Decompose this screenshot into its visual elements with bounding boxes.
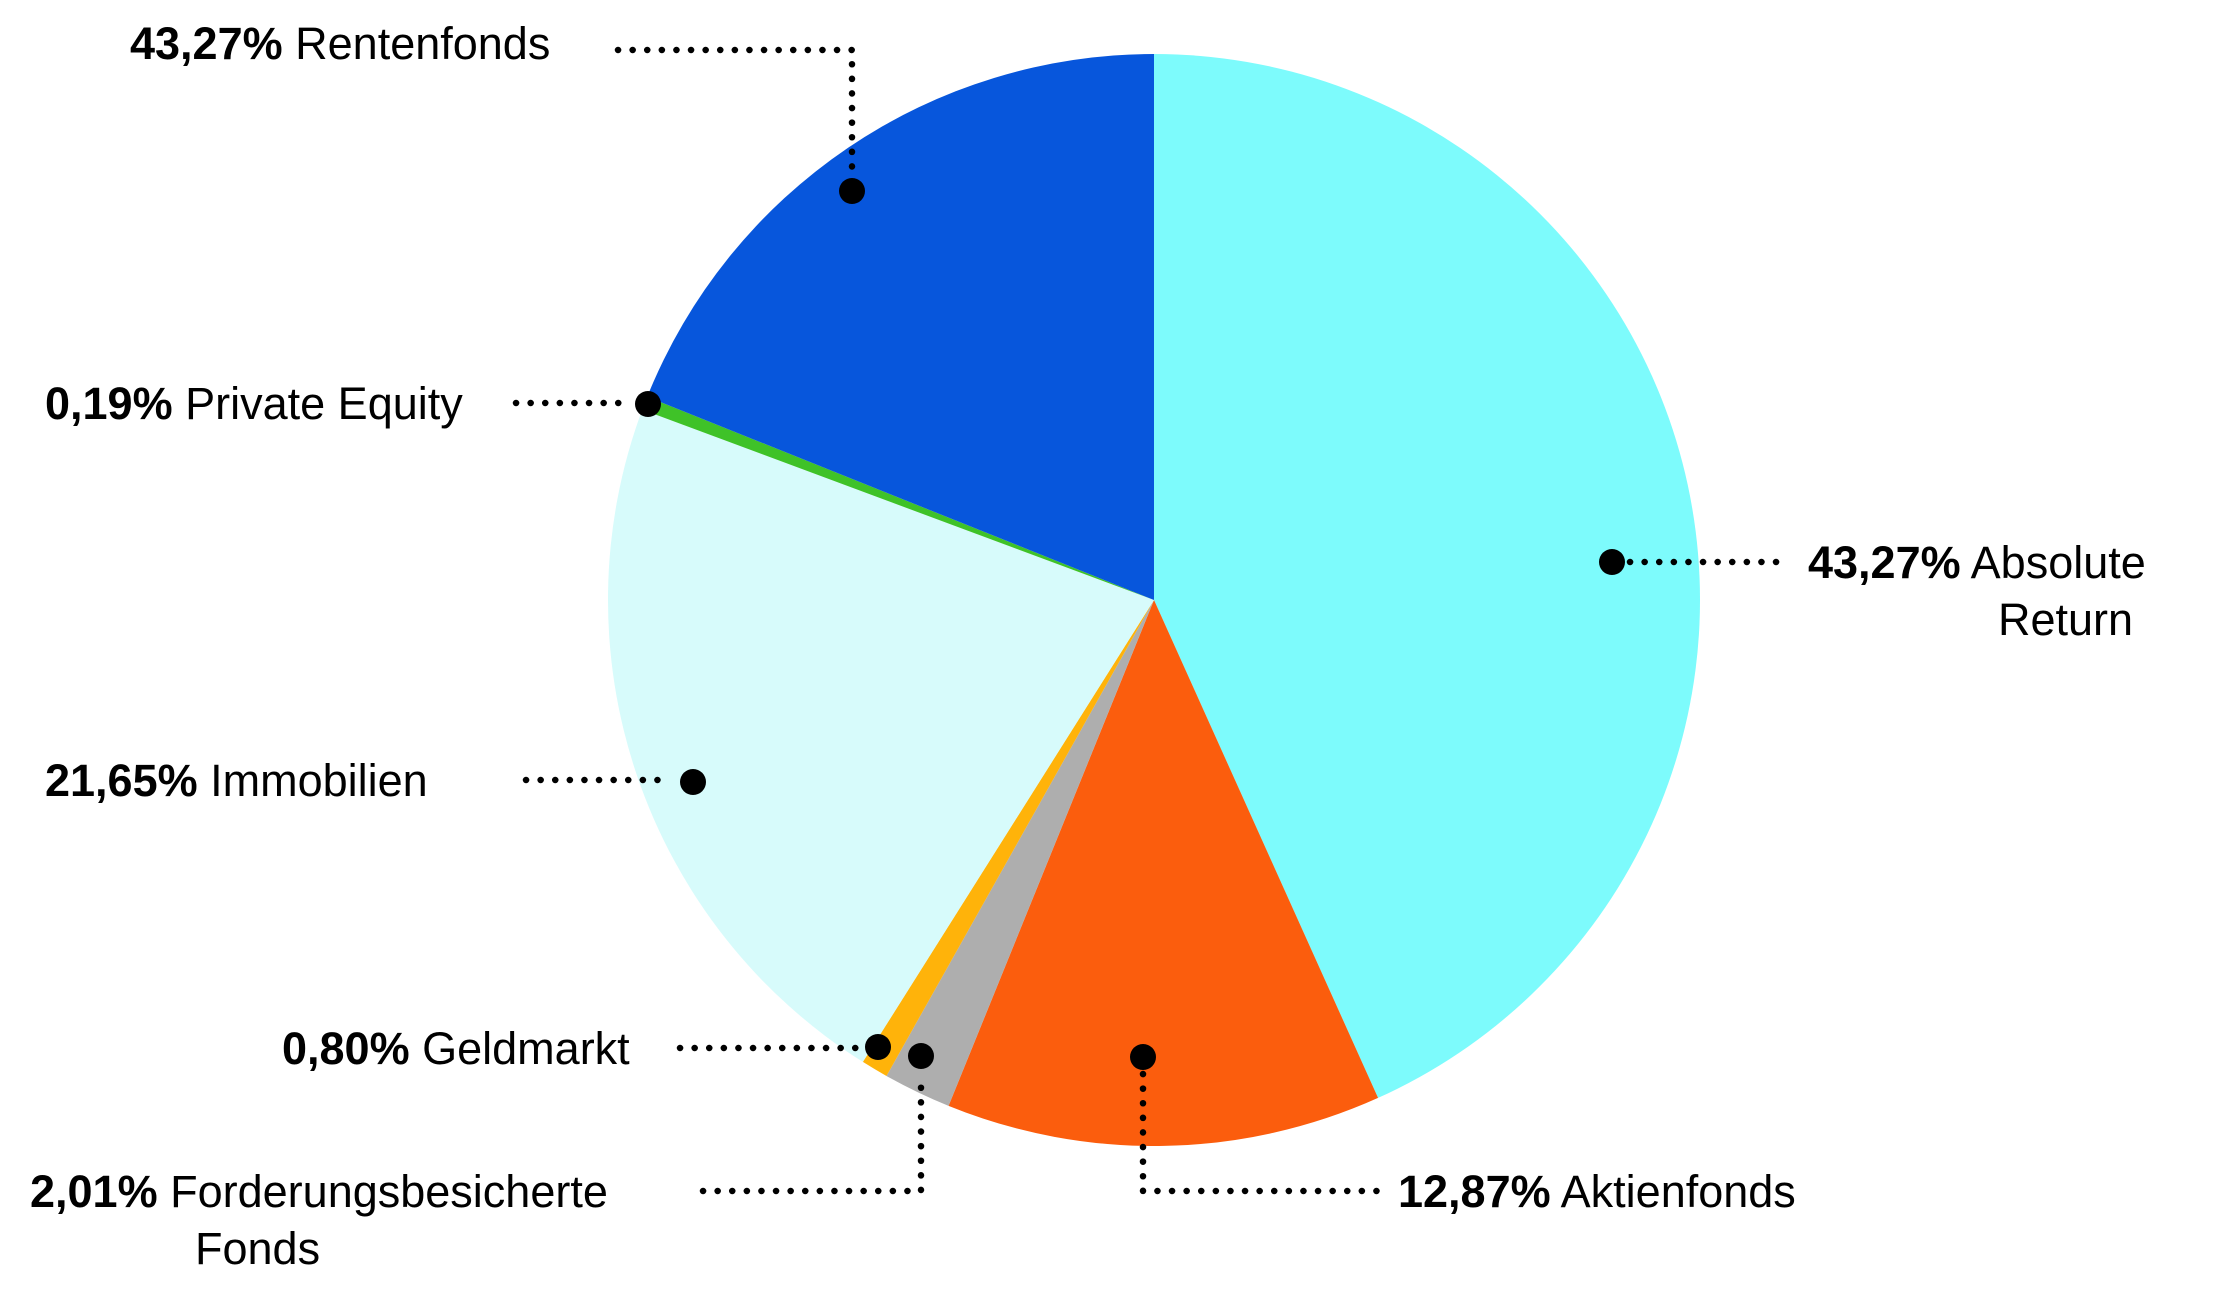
anchor-dot-rentenfonds	[839, 178, 865, 204]
callout-private-equity: 0,19% Private Equity	[45, 375, 463, 432]
segment-name: Aktienfonds	[1560, 1166, 1796, 1217]
pie-wedges	[607, 54, 1701, 1146]
pie-segment-forderungsbesicherte-fonds	[886, 600, 1154, 1106]
pie-segment-private-equity	[642, 396, 1154, 600]
callout-rentenfonds: 43,27% Rentenfonds	[130, 15, 550, 72]
leader-aktienfonds	[1139, 1070, 1386, 1195]
percent-value: 0,19%	[45, 378, 173, 429]
label-line-1: 2,01% Forderungsbesicherte	[30, 1163, 608, 1220]
pie-segment-rentenfonds	[647, 54, 1154, 600]
percent-value: 43,27%	[130, 18, 283, 69]
segment-name: Forderungsbesicherte	[170, 1166, 608, 1217]
segment-name: Private Equity	[185, 378, 463, 429]
anchor-dot-aktienfonds	[1130, 1044, 1156, 1070]
callout-leaders	[512, 46, 1792, 1195]
percent-value: 0,80%	[282, 1023, 410, 1074]
pie-segment-immobilien	[607, 409, 1154, 1062]
callout-anchor-dots	[635, 178, 1625, 1070]
percent-value: 43,27%	[1808, 537, 1961, 588]
segment-name: Rentenfonds	[295, 18, 551, 69]
leader-forderungsbesicherte	[699, 1070, 925, 1195]
pie-segment-geldmarkt	[862, 600, 1154, 1076]
label-line-2: Fonds	[195, 1223, 321, 1274]
pie-segment-absolute-return	[1154, 54, 1701, 1098]
percent-value: 2,01%	[30, 1166, 158, 1217]
callout-forderungsbesicherte-fonds: 2,01% Forderungsbesicherte Fonds	[30, 1163, 608, 1277]
leader-rentenfonds	[614, 46, 856, 176]
anchor-dot-private-equity	[635, 391, 661, 417]
label-line-2: Return	[1998, 594, 2134, 645]
anchor-dot-absolute-return	[1599, 549, 1625, 575]
callout-absolute-return: 43,27% Absolute Return	[1808, 534, 2146, 648]
pie-segment-aktienfonds	[948, 600, 1379, 1146]
label-line-1: 43,27% Absolute	[1808, 534, 2146, 591]
callout-geldmarkt: 0,80% Geldmarkt	[282, 1020, 630, 1077]
anchor-dot-forderungsbesicherte	[908, 1043, 934, 1069]
segment-name: Absolute	[1970, 537, 2146, 588]
segment-name: Immobilien	[210, 755, 428, 806]
anchor-dot-geldmarkt	[865, 1034, 891, 1060]
percent-value: 21,65%	[45, 755, 198, 806]
anchor-dot-immobilien	[680, 769, 706, 795]
callout-immobilien: 21,65% Immobilien	[45, 752, 428, 809]
segment-name: Geldmarkt	[422, 1023, 630, 1074]
callout-aktienfonds: 12,87% Aktienfonds	[1398, 1163, 1796, 1220]
percent-value: 12,87%	[1398, 1166, 1551, 1217]
